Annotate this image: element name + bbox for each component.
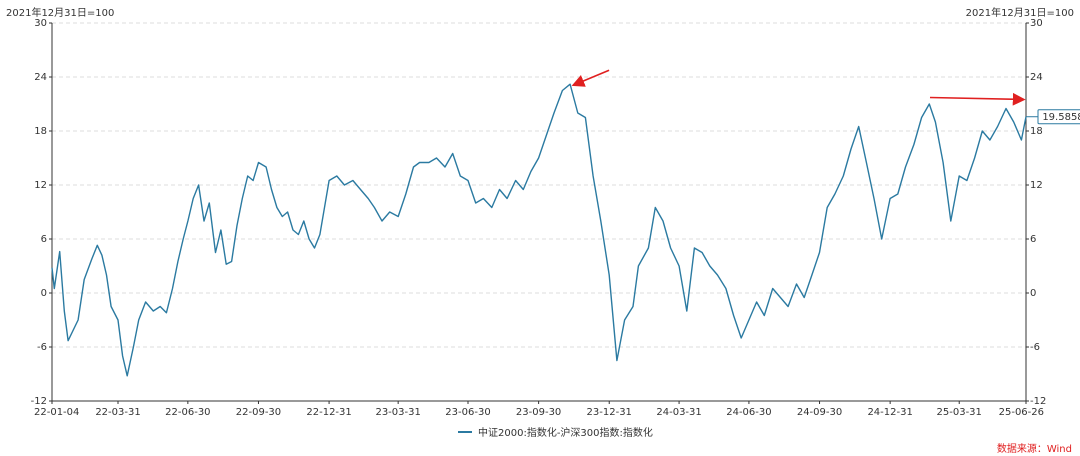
source-note: 数据来源：Wind [996,444,1072,455]
last-value-label: 19.5858 [1042,112,1080,123]
legend: 中证2000:指数化-沪深300指数:指数化 [458,424,653,439]
x-tick-label: 23-03-31 [375,407,420,418]
x-tick-label: 23-12-31 [587,407,632,418]
y-tick-left: 6 [41,234,47,245]
y-tick-left: -6 [37,342,47,353]
y-tick-right: -6 [1030,342,1040,353]
x-tick-label: 24-06-30 [726,407,771,418]
y-tick-left: 24 [34,72,47,83]
y-tick-right: 12 [1030,180,1043,191]
x-tick-label: 22-03-31 [95,407,140,418]
y-tick-left: 30 [34,18,47,29]
annotation-arrow [571,69,610,87]
y-tick-right: 30 [1030,18,1043,29]
y-tick-right: 6 [1030,234,1036,245]
y-tick-right: 0 [1030,288,1036,299]
x-tick-label: 22-06-30 [165,407,210,418]
y-tick-left: -12 [31,396,47,407]
y-tick-left: 18 [34,126,47,137]
x-tick-label: 22-09-30 [236,407,281,418]
y-tick-right: 18 [1030,126,1043,137]
last-value-box [1037,109,1080,125]
y-tick-left: 12 [34,180,47,191]
left-axis-note: 2021年12月31日=100 [6,8,115,19]
x-tick-label: 25-03-31 [937,407,982,418]
y-tick-right: -12 [1030,396,1046,407]
right-axis-note: 2021年12月31日=100 [965,8,1074,19]
x-tick-label: 25-06-26 [999,407,1044,418]
x-tick-label: 22-01-04 [34,407,79,418]
y-tick-left: 0 [41,288,47,299]
y-tick-right: 24 [1030,72,1043,83]
x-tick-label: 22-12-31 [306,407,351,418]
annotation-arrow [929,92,1026,106]
legend-label: 中证2000:指数化-沪深300指数:指数化 [478,428,653,439]
legend-swatch [458,430,472,433]
x-tick-label: 24-03-31 [656,407,701,418]
x-tick-label: 24-09-30 [797,407,842,418]
x-tick-label: 23-06-30 [445,407,490,418]
series-line [51,83,1027,377]
x-tick-label: 24-12-31 [867,407,912,418]
x-tick-label: 23-09-30 [516,407,561,418]
